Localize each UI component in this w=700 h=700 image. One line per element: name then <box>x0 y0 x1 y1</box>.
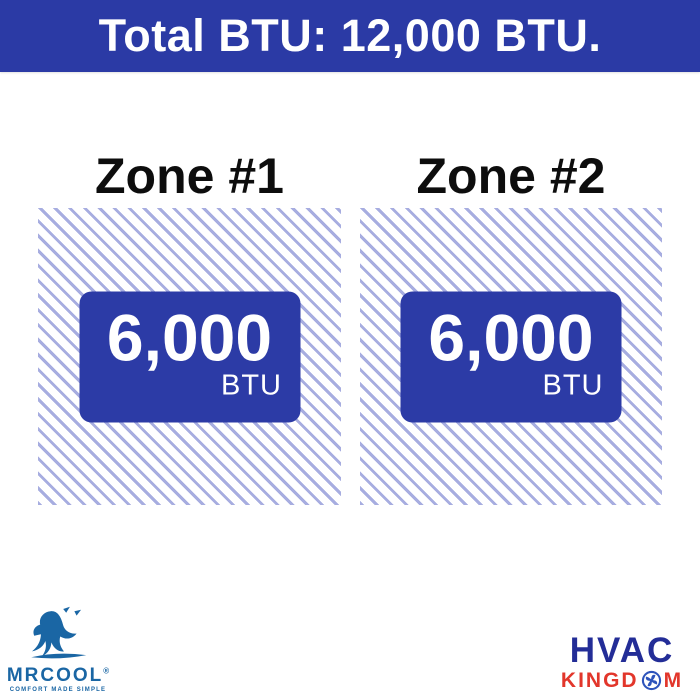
zone-2-title: Zone #2 <box>416 148 606 204</box>
zone-1-title: Zone #1 <box>95 148 284 204</box>
mrcool-name: MRCOOL <box>6 665 104 686</box>
penguin-mascot-icon <box>31 606 87 659</box>
zone-2-btu-value: 6,000 <box>428 300 594 374</box>
hvac-kingdom-logo: HVAC KINGD M <box>554 633 690 691</box>
mrcool-wordmark: MRCOOL® <box>6 666 110 685</box>
zone-1-hatch-area: 6,000 BTU <box>38 208 341 505</box>
mrcool-tagline: COMFORT MADE SIMPLE <box>9 687 107 693</box>
kingdom-suffix: M <box>663 669 684 692</box>
zone-1-btu-card: 6,000 BTU <box>79 291 300 422</box>
zone-1-btu-unit: BTU <box>221 369 282 401</box>
mrcool-logo: MRCOOL® COMFORT MADE SIMPLE <box>6 606 110 693</box>
header-banner: Total BTU: 12,000 BTU. <box>0 0 700 72</box>
zone-2-btu-card: 6,000 BTU <box>400 291 622 422</box>
kingdom-wordmark: KINGD M <box>554 670 690 691</box>
fan-icon <box>641 670 661 691</box>
zone-2-hatch-area: 6,000 BTU <box>360 208 662 505</box>
kingdom-prefix: KINGD <box>560 669 639 692</box>
zone-1-btu-value: 6,000 <box>106 300 273 374</box>
registered-mark: ® <box>103 666 110 676</box>
total-btu-title: Total BTU: 12,000 BTU. <box>98 10 602 61</box>
hvac-wordmark: HVAC <box>569 631 675 670</box>
zone-2-btu-unit: BTU <box>542 369 604 401</box>
